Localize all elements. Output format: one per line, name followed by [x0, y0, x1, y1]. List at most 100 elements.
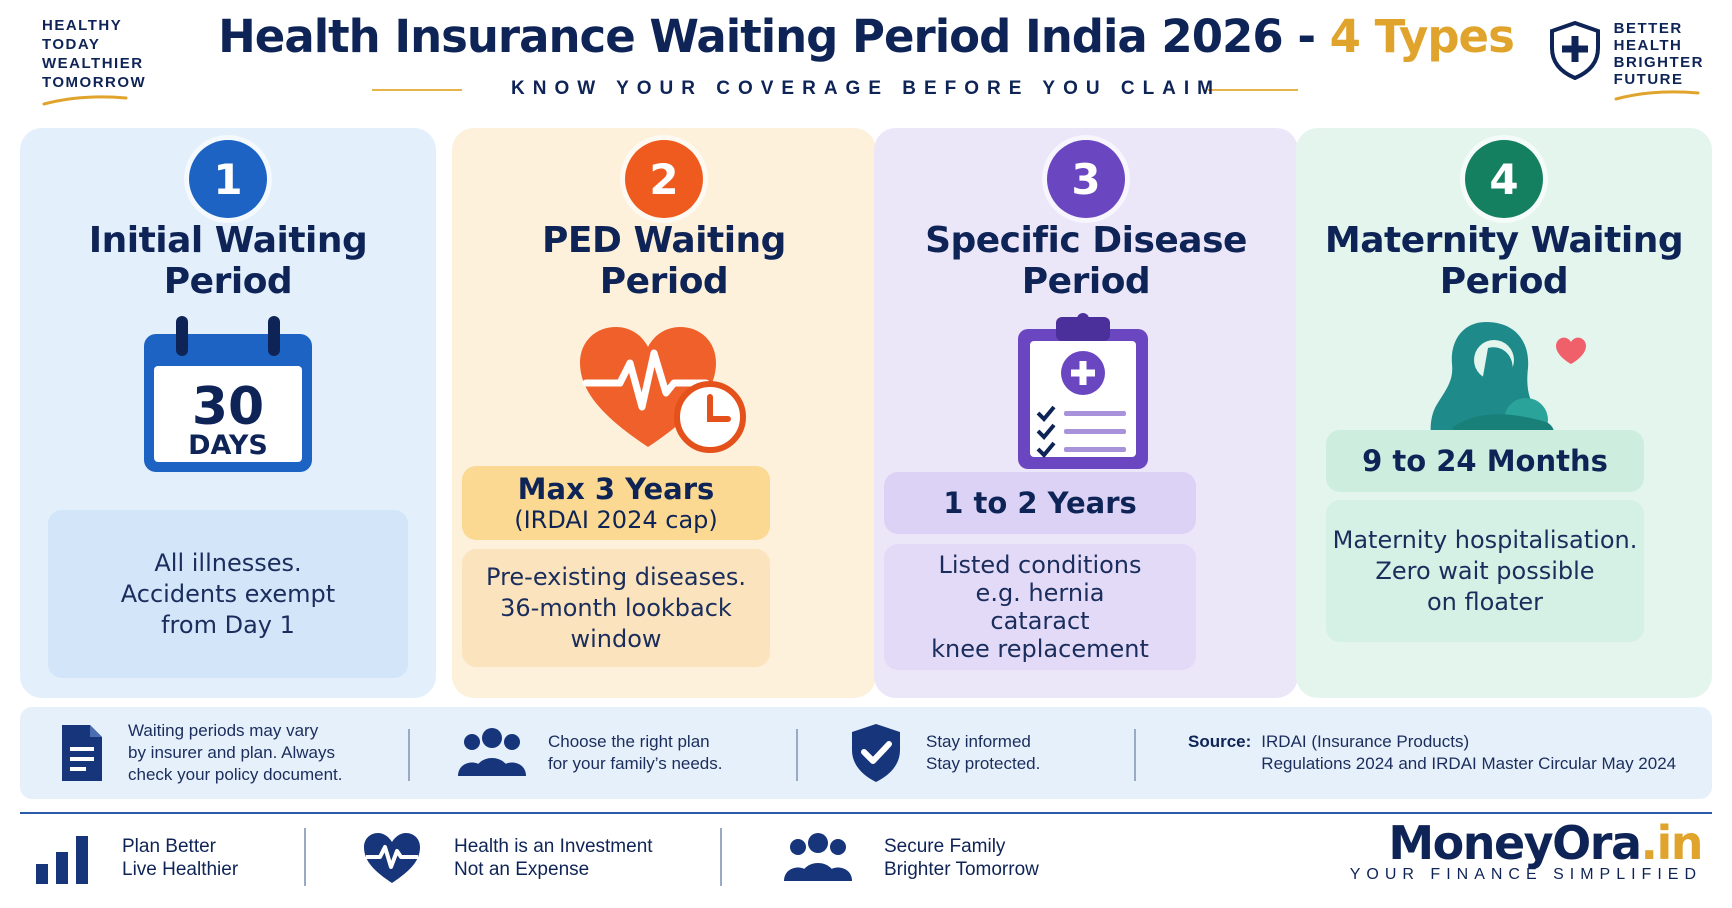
protect-line: Stay protected. [926, 754, 1041, 773]
family-icon [458, 728, 526, 776]
note-line: Waiting periods may vary [128, 721, 319, 740]
card-title: Specific Disease Period [874, 220, 1298, 302]
desc-line: Maternity hospitalisation. [1332, 525, 1638, 554]
brand-right-line: FUTURE [1613, 71, 1684, 88]
desc-line: Accidents exempt [120, 579, 336, 608]
desc-line: knee replacement [931, 635, 1149, 663]
divider [1134, 729, 1136, 781]
brand-left-line: WEALTHIER [42, 55, 144, 72]
brand-left-line: TODAY [42, 36, 101, 53]
card-description: Listed conditions e.g. hernia cataract k… [884, 544, 1196, 670]
clipboard-checklist-icon [1018, 313, 1148, 469]
calendar-icon: 30 DAYS [144, 316, 312, 472]
brand-tagline-right: BETTER HEALTH BRIGHTER FUTURE [1548, 20, 1704, 105]
card-title-line: Maternity Waiting [1324, 220, 1684, 261]
card-maternity-waiting: 4 Maternity Waiting Period 9 to 24 Month… [1296, 128, 1712, 698]
card-highlight: 9 to 24 Months [1326, 430, 1644, 492]
policy-note: Waiting periods may vary by insurer and … [58, 707, 343, 799]
document-icon [62, 725, 102, 781]
note-line: by insurer and plan. Always [128, 743, 335, 762]
desc-line: e.g. hernia [975, 579, 1105, 607]
desc-line: from Day 1 [161, 610, 295, 639]
highlight-value: Max 3 Years [517, 472, 715, 506]
page-subtitle: KNOW YOUR COVERAGE BEFORE YOU CLAIM [511, 78, 1221, 99]
desc-line: Pre-existing diseases. [486, 562, 746, 591]
card-title: Maternity Waiting Period [1296, 220, 1712, 302]
waiting-period-cards: 1 Initial Waiting Period 30 DAYS All ill… [20, 128, 1712, 698]
source-label: Source: [1188, 732, 1252, 751]
logo-tagline: YOUR FINANCE SIMPLIFIED [1349, 866, 1702, 883]
brand-left-line: TOMORROW [42, 74, 147, 91]
shield-plus-icon [1549, 20, 1600, 80]
step-number: 1 [189, 140, 267, 218]
highlight-value: 9 to 24 Months [1362, 444, 1608, 478]
plan-note: Choose the right plan for your family’s … [458, 707, 722, 799]
highlight-value: 1 to 2 Years [943, 486, 1137, 520]
protect-note: Stay informed Stay protected. [848, 707, 1040, 799]
info-strip: Waiting periods may vary by insurer and … [20, 707, 1712, 799]
brand-right-line: HEALTH [1613, 37, 1683, 54]
card-title-line: Specific Disease [925, 220, 1247, 261]
footer-line-text: Health is an Investment [454, 836, 653, 857]
page-title: Health Insurance Waiting Period India 20… [0, 10, 1732, 63]
footer-rule [20, 812, 1712, 814]
title-accent: 4 Types [1329, 10, 1515, 63]
divider [408, 729, 410, 781]
brand-right-line: BRIGHTER [1613, 54, 1704, 71]
footer-line-text: Secure Family [884, 836, 1006, 857]
swoosh-icon [42, 95, 128, 106]
desc-line: 36-month lookback [500, 593, 732, 622]
card-title-line: Period [1021, 261, 1151, 302]
card-title-line: Period [1439, 261, 1569, 302]
card-title: Initial Waiting Period [20, 220, 436, 302]
logo-name: MoneyOra [1388, 816, 1642, 870]
footer-line-text: Brighter Tomorrow [884, 859, 1039, 880]
card-title-line: PED Waiting [542, 220, 786, 261]
step-number: 3 [1047, 140, 1125, 218]
desc-line: Listed conditions [938, 551, 1142, 579]
highlight-note: (IRDAI 2024 cap) [514, 506, 718, 534]
desc-line: cataract [990, 607, 1090, 635]
card-description: Pre-existing diseases. 36-month lookback… [462, 549, 770, 667]
card-specific-disease: 3 Specific Disease Period 1 to 2 Years L… [874, 128, 1298, 698]
subtitle-rule-right [1208, 89, 1298, 91]
source-line: Regulations 2024 and IRDAI Master Circul… [1261, 754, 1677, 773]
step-number: 2 [625, 140, 703, 218]
subtitle-rule-left [372, 89, 462, 91]
plan-line: Choose the right plan [548, 732, 710, 751]
desc-line: window [570, 624, 662, 653]
source-line: IRDAI (Insurance Products) [1261, 732, 1470, 751]
card-highlight: Max 3 Years (IRDAI 2024 cap) [462, 466, 770, 540]
card-title: PED Waiting Period [452, 220, 876, 302]
brand-right-line: BETTER [1613, 20, 1683, 37]
card-initial-waiting: 1 Initial Waiting Period 30 DAYS All ill… [20, 128, 436, 698]
divider [304, 828, 306, 886]
footer-line-text: Plan Better [122, 836, 216, 857]
swoosh-icon [1614, 90, 1700, 101]
brand-left-line: HEALTHY [42, 17, 123, 34]
card-ped-waiting: 2 PED Waiting Period Max 3 Years (IRDAI … [452, 128, 876, 698]
source-note: Source: IRDAI (Insurance Products) Regul… [1188, 707, 1676, 799]
title-main: Health Insurance Waiting Period India 20… [218, 10, 1330, 63]
card-title-line: Initial Waiting [88, 220, 368, 261]
moneyora-logo: MoneyOra.in YOUR FINANCE SIMPLIFIED [1349, 816, 1704, 884]
plan-line: for your family’s needs. [548, 754, 723, 773]
brand-tagline-left: HEALTHY TODAY WEALTHIER TOMORROW [42, 16, 146, 106]
desc-line: on floater [1426, 587, 1544, 616]
footer-family: Secure Family Brighter Tomorrow [784, 826, 1039, 890]
logo-tld: .in [1640, 816, 1704, 870]
heart-pulse-icon [364, 833, 420, 883]
footer-line-text: Not an Expense [454, 859, 590, 880]
calendar-number: 30 [192, 377, 264, 437]
divider [796, 729, 798, 781]
heart-clock-icon [580, 327, 746, 453]
family-icon [784, 833, 852, 881]
card-description: All illnesses. Accidents exempt from Day… [48, 510, 408, 678]
desc-line: Zero wait possible [1375, 556, 1595, 585]
footer-plan: Plan Better Live Healthier [36, 826, 238, 890]
divider [720, 828, 722, 886]
note-line: check your policy document. [128, 765, 343, 784]
desc-line: All illnesses. [154, 548, 302, 577]
protect-line: Stay informed [926, 732, 1031, 751]
bar-chart-icon [36, 836, 88, 884]
